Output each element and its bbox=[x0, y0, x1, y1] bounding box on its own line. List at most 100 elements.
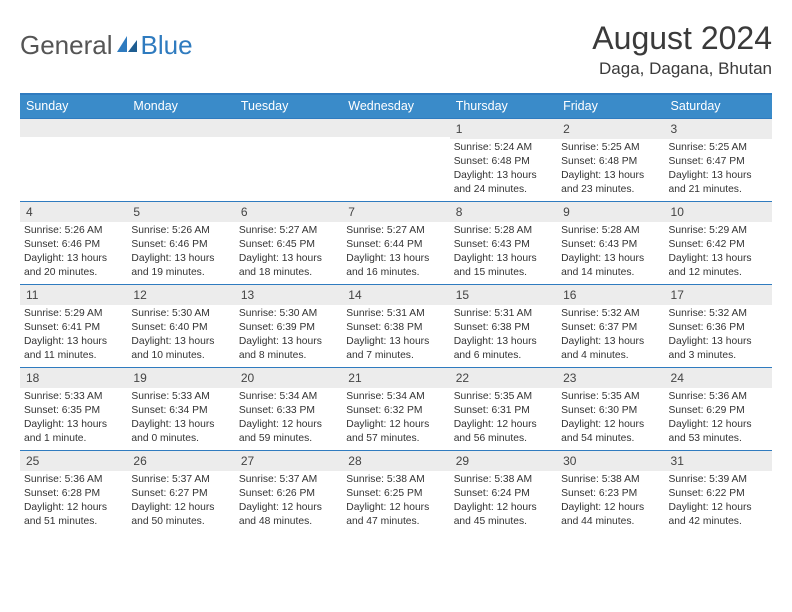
sunset-text: Sunset: 6:48 PM bbox=[454, 155, 553, 169]
location-subtitle: Daga, Dagana, Bhutan bbox=[592, 59, 772, 79]
day-cell: 2Sunrise: 5:25 AMSunset: 6:48 PMDaylight… bbox=[557, 119, 664, 201]
sunset-text: Sunset: 6:45 PM bbox=[239, 238, 338, 252]
sunrise-text: Sunrise: 5:37 AM bbox=[131, 473, 230, 487]
sunset-text: Sunset: 6:30 PM bbox=[561, 404, 660, 418]
week-row: 25Sunrise: 5:36 AMSunset: 6:28 PMDayligh… bbox=[20, 450, 772, 533]
day-cell: 7Sunrise: 5:27 AMSunset: 6:44 PMDaylight… bbox=[342, 202, 449, 284]
daylight-text: Daylight: 13 hours and 12 minutes. bbox=[669, 252, 768, 280]
daylight-text: Daylight: 13 hours and 3 minutes. bbox=[669, 335, 768, 363]
sunrise-text: Sunrise: 5:26 AM bbox=[131, 224, 230, 238]
day-number: 1 bbox=[450, 119, 557, 139]
sunset-text: Sunset: 6:41 PM bbox=[24, 321, 123, 335]
sunrise-text: Sunrise: 5:35 AM bbox=[561, 390, 660, 404]
day-cell: 9Sunrise: 5:28 AMSunset: 6:43 PMDaylight… bbox=[557, 202, 664, 284]
sunset-text: Sunset: 6:47 PM bbox=[669, 155, 768, 169]
day-number: 5 bbox=[127, 202, 234, 222]
daylight-text: Daylight: 13 hours and 4 minutes. bbox=[561, 335, 660, 363]
daylight-text: Daylight: 13 hours and 11 minutes. bbox=[24, 335, 123, 363]
day-number: 7 bbox=[342, 202, 449, 222]
daylight-text: Daylight: 12 hours and 51 minutes. bbox=[24, 501, 123, 529]
daylight-text: Daylight: 12 hours and 50 minutes. bbox=[131, 501, 230, 529]
calendar-page: General Blue August 2024 Daga, Dagana, B… bbox=[0, 0, 792, 543]
sunset-text: Sunset: 6:23 PM bbox=[561, 487, 660, 501]
calendar-grid: SundayMondayTuesdayWednesdayThursdayFrid… bbox=[20, 93, 772, 533]
day-cell: 22Sunrise: 5:35 AMSunset: 6:31 PMDayligh… bbox=[450, 368, 557, 450]
day-number: 26 bbox=[127, 451, 234, 471]
daylight-text: Daylight: 13 hours and 10 minutes. bbox=[131, 335, 230, 363]
sunset-text: Sunset: 6:22 PM bbox=[669, 487, 768, 501]
daylight-text: Daylight: 13 hours and 20 minutes. bbox=[24, 252, 123, 280]
daylight-text: Daylight: 12 hours and 44 minutes. bbox=[561, 501, 660, 529]
daylight-text: Daylight: 12 hours and 45 minutes. bbox=[454, 501, 553, 529]
sunset-text: Sunset: 6:46 PM bbox=[24, 238, 123, 252]
sunrise-text: Sunrise: 5:25 AM bbox=[561, 141, 660, 155]
day-cell: 30Sunrise: 5:38 AMSunset: 6:23 PMDayligh… bbox=[557, 451, 664, 533]
day-number: 10 bbox=[665, 202, 772, 222]
day-cell: 10Sunrise: 5:29 AMSunset: 6:42 PMDayligh… bbox=[665, 202, 772, 284]
weekday-header: Friday bbox=[557, 95, 664, 118]
sunset-text: Sunset: 6:28 PM bbox=[24, 487, 123, 501]
sunrise-text: Sunrise: 5:33 AM bbox=[131, 390, 230, 404]
daylight-text: Daylight: 13 hours and 15 minutes. bbox=[454, 252, 553, 280]
sunset-text: Sunset: 6:26 PM bbox=[239, 487, 338, 501]
day-number: 9 bbox=[557, 202, 664, 222]
sunset-text: Sunset: 6:29 PM bbox=[669, 404, 768, 418]
weekday-header: Sunday bbox=[20, 95, 127, 118]
day-cell: 12Sunrise: 5:30 AMSunset: 6:40 PMDayligh… bbox=[127, 285, 234, 367]
logo-text-blue: Blue bbox=[141, 30, 193, 61]
daylight-text: Daylight: 13 hours and 16 minutes. bbox=[346, 252, 445, 280]
week-row: 1Sunrise: 5:24 AMSunset: 6:48 PMDaylight… bbox=[20, 118, 772, 201]
title-block: August 2024 Daga, Dagana, Bhutan bbox=[592, 20, 772, 79]
day-number: 15 bbox=[450, 285, 557, 305]
day-cell bbox=[342, 119, 449, 201]
day-number: 13 bbox=[235, 285, 342, 305]
sunrise-text: Sunrise: 5:25 AM bbox=[669, 141, 768, 155]
week-row: 11Sunrise: 5:29 AMSunset: 6:41 PMDayligh… bbox=[20, 284, 772, 367]
sunset-text: Sunset: 6:27 PM bbox=[131, 487, 230, 501]
daylight-text: Daylight: 12 hours and 59 minutes. bbox=[239, 418, 338, 446]
sunrise-text: Sunrise: 5:36 AM bbox=[669, 390, 768, 404]
sunrise-text: Sunrise: 5:30 AM bbox=[131, 307, 230, 321]
day-number: 3 bbox=[665, 119, 772, 139]
day-number: 4 bbox=[20, 202, 127, 222]
day-number: 2 bbox=[557, 119, 664, 139]
day-number: 20 bbox=[235, 368, 342, 388]
day-cell: 16Sunrise: 5:32 AMSunset: 6:37 PMDayligh… bbox=[557, 285, 664, 367]
sunrise-text: Sunrise: 5:34 AM bbox=[239, 390, 338, 404]
daylight-text: Daylight: 13 hours and 18 minutes. bbox=[239, 252, 338, 280]
sunrise-text: Sunrise: 5:35 AM bbox=[454, 390, 553, 404]
day-number: 23 bbox=[557, 368, 664, 388]
sunset-text: Sunset: 6:42 PM bbox=[669, 238, 768, 252]
sunrise-text: Sunrise: 5:36 AM bbox=[24, 473, 123, 487]
sunset-text: Sunset: 6:38 PM bbox=[346, 321, 445, 335]
sunrise-text: Sunrise: 5:31 AM bbox=[454, 307, 553, 321]
day-cell: 31Sunrise: 5:39 AMSunset: 6:22 PMDayligh… bbox=[665, 451, 772, 533]
weekday-header: Saturday bbox=[665, 95, 772, 118]
sunset-text: Sunset: 6:46 PM bbox=[131, 238, 230, 252]
sunrise-text: Sunrise: 5:38 AM bbox=[346, 473, 445, 487]
daylight-text: Daylight: 12 hours and 48 minutes. bbox=[239, 501, 338, 529]
day-cell: 13Sunrise: 5:30 AMSunset: 6:39 PMDayligh… bbox=[235, 285, 342, 367]
sunset-text: Sunset: 6:36 PM bbox=[669, 321, 768, 335]
day-cell: 25Sunrise: 5:36 AMSunset: 6:28 PMDayligh… bbox=[20, 451, 127, 533]
daylight-text: Daylight: 13 hours and 8 minutes. bbox=[239, 335, 338, 363]
day-number: 16 bbox=[557, 285, 664, 305]
day-cell: 6Sunrise: 5:27 AMSunset: 6:45 PMDaylight… bbox=[235, 202, 342, 284]
sunset-text: Sunset: 6:44 PM bbox=[346, 238, 445, 252]
logo-text-gray: General bbox=[20, 30, 113, 61]
day-cell: 8Sunrise: 5:28 AMSunset: 6:43 PMDaylight… bbox=[450, 202, 557, 284]
sunrise-text: Sunrise: 5:26 AM bbox=[24, 224, 123, 238]
day-number: 11 bbox=[20, 285, 127, 305]
sunset-text: Sunset: 6:33 PM bbox=[239, 404, 338, 418]
daylight-text: Daylight: 12 hours and 42 minutes. bbox=[669, 501, 768, 529]
day-cell: 14Sunrise: 5:31 AMSunset: 6:38 PMDayligh… bbox=[342, 285, 449, 367]
daylight-text: Daylight: 13 hours and 14 minutes. bbox=[561, 252, 660, 280]
daylight-text: Daylight: 12 hours and 54 minutes. bbox=[561, 418, 660, 446]
week-row: 18Sunrise: 5:33 AMSunset: 6:35 PMDayligh… bbox=[20, 367, 772, 450]
sunset-text: Sunset: 6:43 PM bbox=[454, 238, 553, 252]
sunrise-text: Sunrise: 5:33 AM bbox=[24, 390, 123, 404]
sunrise-text: Sunrise: 5:31 AM bbox=[346, 307, 445, 321]
daylight-text: Daylight: 12 hours and 57 minutes. bbox=[346, 418, 445, 446]
daylight-text: Daylight: 13 hours and 24 minutes. bbox=[454, 169, 553, 197]
weekday-header: Tuesday bbox=[235, 95, 342, 118]
